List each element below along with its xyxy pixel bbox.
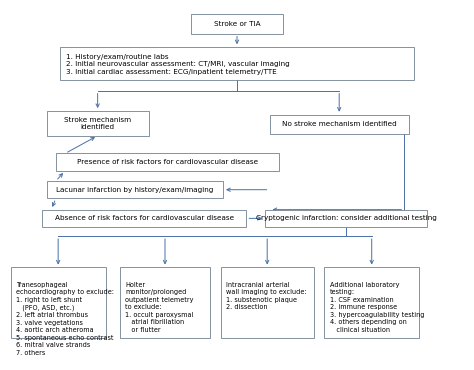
Text: Additional laboratory
testing:
1. CSF examination
2. immune response
3. hypercoa: Additional laboratory testing: 1. CSF ex… — [330, 282, 424, 333]
FancyBboxPatch shape — [120, 268, 210, 338]
Text: 1. History/exam/routine labs
2. Initial neurovascular assessment: CT/MRI, vascul: 1. History/exam/routine labs 2. Initial … — [66, 54, 290, 75]
FancyBboxPatch shape — [56, 154, 279, 171]
FancyBboxPatch shape — [10, 268, 106, 338]
Text: Intracranial arterial
wall imaging to exclude:
1. substenotic plaque
2. dissecti: Intracranial arterial wall imaging to ex… — [226, 282, 307, 310]
FancyBboxPatch shape — [46, 111, 149, 136]
Text: Stroke or TIA: Stroke or TIA — [214, 21, 260, 27]
Text: Holter
monitor/prolonged
outpatient telemetry
to exclude:
1. occult paroxysmal
 : Holter monitor/prolonged outpatient tele… — [125, 282, 194, 333]
Text: Lacunar infarction by history/exam/imaging: Lacunar infarction by history/exam/imagi… — [56, 187, 213, 193]
FancyBboxPatch shape — [265, 210, 428, 227]
FancyBboxPatch shape — [42, 210, 246, 227]
FancyBboxPatch shape — [324, 268, 419, 338]
Text: Stroke mechanism
identified: Stroke mechanism identified — [64, 117, 131, 130]
FancyBboxPatch shape — [221, 268, 314, 338]
FancyBboxPatch shape — [61, 47, 413, 80]
Text: Cryptogenic infarction: consider additional testing: Cryptogenic infarction: consider additio… — [256, 215, 437, 221]
Text: Presence of risk factors for cardiovascular disease: Presence of risk factors for cardiovascu… — [77, 159, 258, 165]
Text: Absence of risk factors for cardiovascular disease: Absence of risk factors for cardiovascul… — [55, 215, 234, 221]
FancyBboxPatch shape — [270, 115, 409, 134]
FancyBboxPatch shape — [46, 181, 223, 198]
FancyBboxPatch shape — [191, 14, 283, 34]
Text: No stroke mechanism identified: No stroke mechanism identified — [282, 121, 397, 127]
Text: Tranesophageal
echocardiography to exclude:
1. right to left shunt
   (PFO, ASD,: Tranesophageal echocardiography to exclu… — [16, 282, 114, 356]
